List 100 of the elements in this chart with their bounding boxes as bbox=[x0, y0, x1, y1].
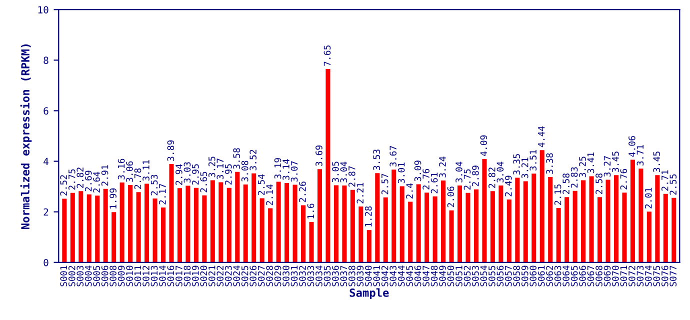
bar bbox=[160, 208, 166, 262]
bar bbox=[366, 230, 372, 262]
y-tick-label: 2 bbox=[44, 208, 48, 216]
bar bbox=[441, 180, 446, 262]
bar bbox=[474, 189, 478, 262]
x-tick-label: S063 bbox=[554, 266, 562, 286]
bar bbox=[112, 212, 116, 262]
bar bbox=[466, 192, 470, 262]
x-tick-label: S034 bbox=[316, 266, 322, 286]
bar bbox=[358, 206, 364, 262]
x-tick-label: S061 bbox=[538, 266, 545, 286]
data-label: 3.07 bbox=[290, 161, 298, 182]
bar bbox=[383, 197, 388, 262]
x-tick-label: S016 bbox=[167, 266, 174, 286]
data-label: 3.17 bbox=[216, 158, 224, 180]
x-tick-label: S052 bbox=[464, 266, 471, 286]
x-tick-label: S009 bbox=[118, 266, 125, 286]
data-label: 3.89 bbox=[167, 140, 174, 161]
data-label: 3.09 bbox=[414, 160, 422, 182]
bar bbox=[284, 183, 290, 262]
data-label: 3.04 bbox=[456, 162, 462, 182]
data-label: 2.87 bbox=[348, 166, 356, 187]
data-label: 3.05 bbox=[332, 162, 339, 182]
data-label: 2.71 bbox=[661, 170, 668, 191]
data-label: 2.14 bbox=[266, 184, 273, 206]
bar bbox=[540, 150, 544, 262]
x-tick-label: S045 bbox=[406, 266, 413, 286]
data-label: 2.91 bbox=[101, 165, 108, 186]
bar bbox=[498, 186, 504, 262]
data-label: 2.64 bbox=[93, 172, 100, 192]
data-label: 2.69 bbox=[84, 170, 92, 192]
x-tick-label: S022 bbox=[216, 266, 224, 286]
bar bbox=[202, 195, 207, 262]
x-tick-label: S023 bbox=[224, 266, 232, 286]
bar bbox=[449, 210, 454, 262]
data-label: 3.16 bbox=[118, 158, 125, 180]
bar bbox=[194, 188, 198, 262]
data-label: 3.01 bbox=[398, 162, 405, 184]
x-tick-label: S029 bbox=[274, 266, 282, 286]
x-tick-label: S058 bbox=[513, 266, 520, 286]
data-label: 3.41 bbox=[587, 152, 594, 174]
data-label: 2.54 bbox=[258, 174, 265, 195]
data-label: 3.38 bbox=[546, 153, 553, 174]
bar bbox=[548, 176, 553, 262]
data-label: 2.4 bbox=[406, 183, 413, 199]
bar bbox=[103, 188, 108, 262]
data-label: 3.69 bbox=[316, 145, 322, 166]
x-tick-label: S035 bbox=[324, 266, 331, 286]
bar bbox=[235, 172, 240, 262]
bar bbox=[169, 164, 174, 262]
data-label: 3.58 bbox=[233, 148, 240, 169]
y-tick-label: 8 bbox=[44, 56, 48, 64]
bar bbox=[350, 190, 355, 262]
data-label: 2.75 bbox=[464, 169, 471, 190]
bar bbox=[342, 186, 347, 262]
x-tick-label: S012 bbox=[142, 266, 150, 286]
x-tick-label: S010 bbox=[126, 266, 133, 286]
data-label: 2.49 bbox=[504, 176, 512, 196]
bar bbox=[589, 176, 594, 262]
x-tick-label: S028 bbox=[266, 266, 273, 286]
bar bbox=[523, 181, 528, 262]
bar bbox=[622, 192, 627, 262]
x-tick-label: S073 bbox=[636, 266, 644, 286]
data-label: 3.25 bbox=[579, 156, 586, 178]
x-tick-label: S047 bbox=[422, 266, 430, 286]
bar bbox=[424, 192, 430, 262]
bar bbox=[614, 175, 618, 262]
data-label: 2.61 bbox=[430, 172, 438, 194]
x-tick-label: S054 bbox=[480, 266, 488, 286]
x-tick-label: S076 bbox=[661, 266, 668, 286]
data-label: 2.89 bbox=[472, 166, 479, 186]
bar bbox=[86, 194, 92, 262]
y-axis-title: Normalized expression (RPKM) bbox=[20, 44, 32, 230]
data-label: 2.21 bbox=[356, 182, 364, 204]
y-tick-label: 6 bbox=[44, 107, 48, 115]
x-tick-label: S036 bbox=[332, 266, 339, 286]
bar bbox=[457, 186, 462, 262]
data-label: 2.57 bbox=[381, 174, 388, 194]
bar bbox=[120, 182, 124, 262]
bar bbox=[532, 174, 536, 262]
x-tick-label: S060 bbox=[530, 266, 537, 286]
data-label: 1.99 bbox=[110, 188, 116, 208]
data-label: 2.53 bbox=[150, 174, 158, 196]
data-label: 3.67 bbox=[390, 146, 396, 166]
x-axis-title: Sample bbox=[350, 288, 389, 300]
data-label: 2.82 bbox=[76, 168, 84, 188]
bar bbox=[152, 198, 158, 262]
x-tick-label: S008 bbox=[110, 266, 116, 286]
bar bbox=[416, 184, 421, 262]
bar bbox=[177, 188, 182, 262]
data-label: 2.58 bbox=[596, 173, 602, 194]
y-tick-label: 0 bbox=[44, 258, 48, 266]
data-label: 2.52 bbox=[60, 175, 68, 196]
data-label: 1.6 bbox=[307, 204, 314, 218]
bar bbox=[70, 192, 75, 262]
data-label: 4.44 bbox=[538, 126, 545, 148]
x-tick-label: S002 bbox=[68, 266, 76, 286]
data-label: 2.55 bbox=[670, 174, 677, 195]
data-label: 3.53 bbox=[373, 150, 380, 170]
x-tick-label: S071 bbox=[620, 266, 628, 286]
